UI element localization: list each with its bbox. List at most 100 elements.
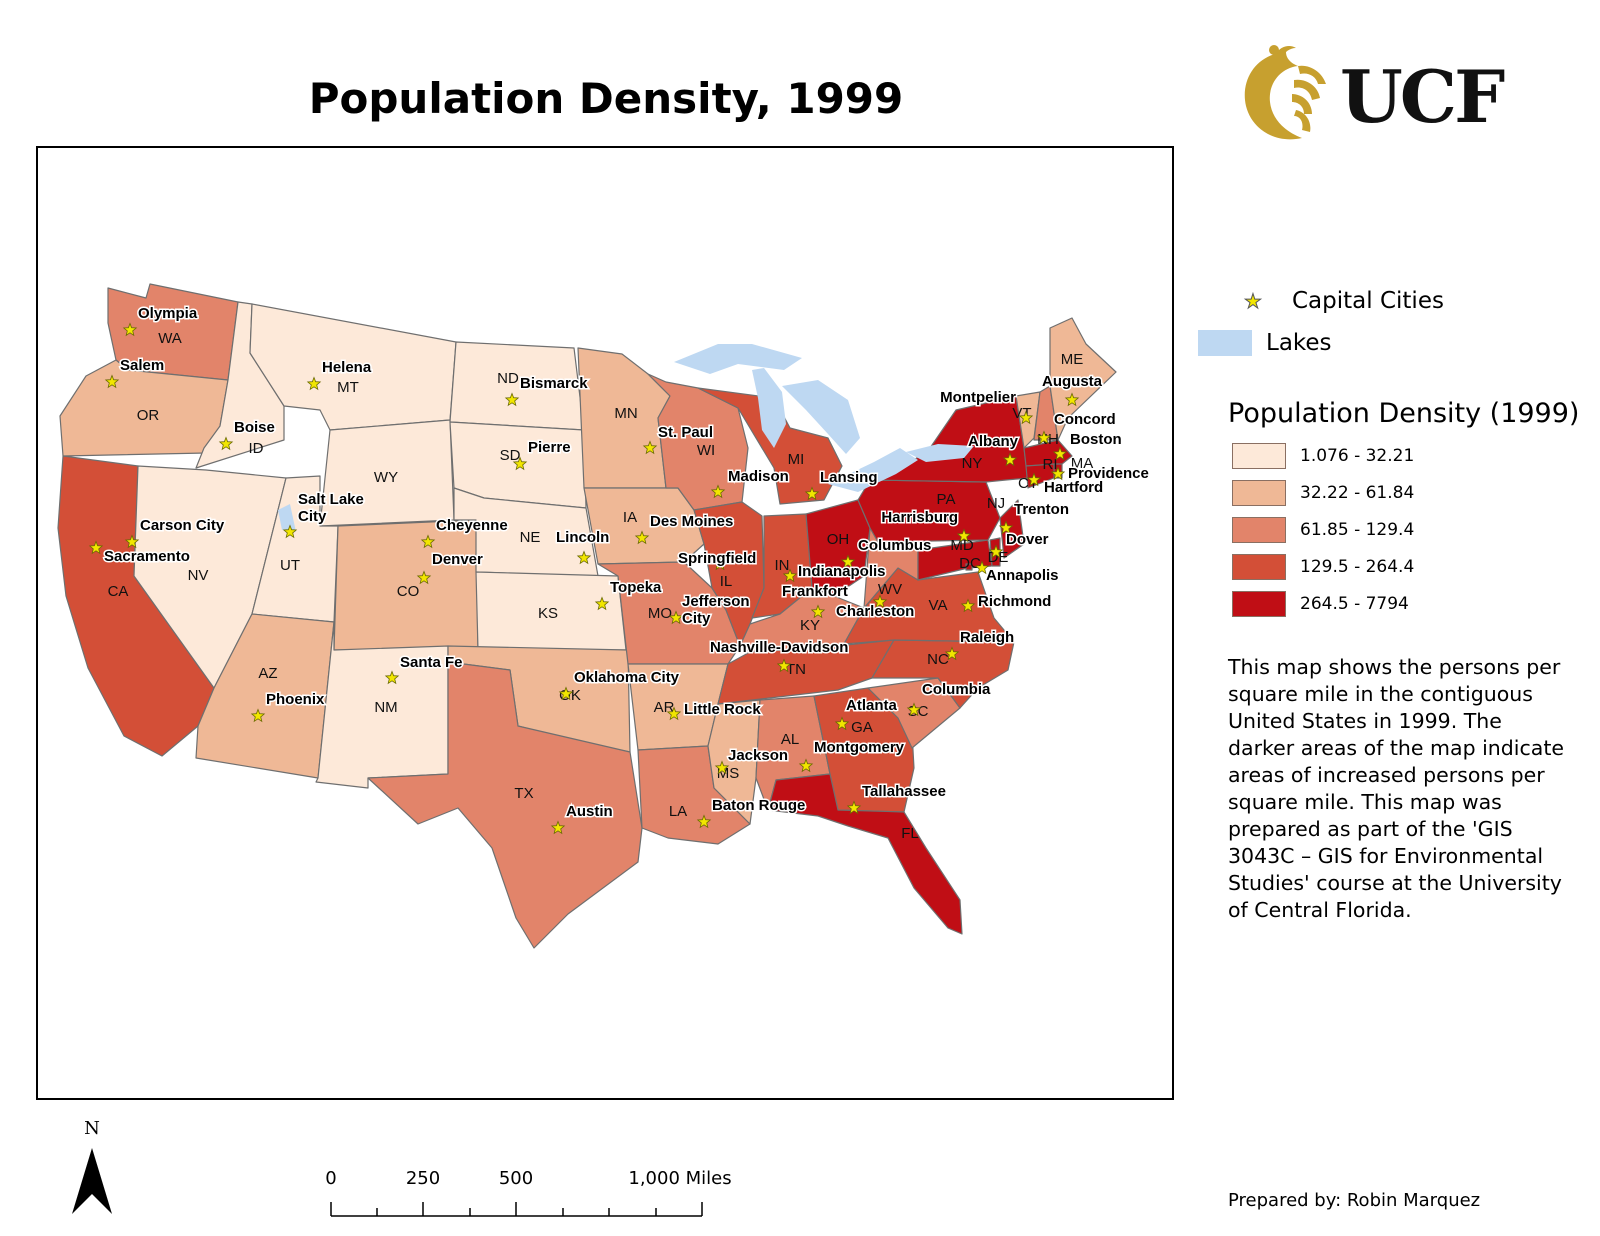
north-arrow: N	[64, 1118, 120, 1214]
state-abbr-la: LA	[669, 803, 687, 820]
state-abbr-mt: MT	[337, 379, 359, 396]
capital-label-harrisburg: Harrisburg	[881, 509, 958, 526]
state-abbr-al: AL	[781, 731, 799, 748]
state-abbr-ky: KY	[800, 617, 820, 634]
capital-star-icon	[666, 706, 682, 721]
state-abbr-ut: UT	[280, 557, 300, 574]
state-abbr-ca: CA	[108, 583, 129, 600]
scale-label: 250	[405, 1168, 441, 1189]
capital-label-jefferson-city: City	[682, 610, 711, 627]
capital-label-bismarck: Bismarck	[520, 375, 588, 392]
legend-capital-label: Capital Cities	[1292, 288, 1444, 314]
capital-label-augusta: Augusta	[1042, 373, 1103, 390]
state-abbr-pa: PA	[937, 491, 956, 508]
capital-label-annapolis: Annapolis	[986, 567, 1059, 584]
state-abbr-mo: MO	[648, 605, 672, 622]
capital-label-oklahoma-city: Oklahoma City	[574, 669, 680, 686]
state-abbr-de: DE	[988, 549, 1009, 566]
legend-class-label: 1.076 - 32.21	[1300, 446, 1415, 466]
legend-lakes-row: Lakes	[1198, 328, 1332, 358]
capital-label-dover: Dover	[1006, 531, 1049, 548]
legend-class-1: 1.076 - 32.21	[1232, 442, 1414, 470]
capital-star-icon	[124, 534, 140, 549]
capital-star-icon	[776, 658, 792, 673]
legend-capital-row: ★ Capital Cities	[1228, 286, 1444, 316]
legend-swatch	[1232, 480, 1286, 506]
capital-label-little-rock: Little Rock	[684, 701, 761, 718]
capital-label-helena: Helena	[322, 359, 372, 376]
ucf-logo: UCF	[1236, 40, 1526, 150]
capital-label-richmond: Richmond	[978, 593, 1051, 610]
state-abbr-sc: SC	[908, 703, 929, 720]
capital-label-indianapolis: Indianapolis	[798, 563, 886, 580]
capital-star-icon	[1036, 430, 1052, 445]
state-abbr-mn: MN	[614, 405, 637, 422]
legend-class-label: 129.5 - 264.4	[1300, 557, 1415, 577]
legend-density-title: Population Density (1999)	[1228, 398, 1580, 429]
capital-star-icon	[998, 520, 1014, 535]
state-abbr-ny: NY	[962, 455, 983, 472]
state-abbr-fl: FL	[901, 825, 919, 842]
state-abbr-ia: IA	[623, 509, 637, 526]
capital-star-icon	[988, 544, 1004, 559]
state-abbr-az: AZ	[258, 665, 277, 682]
map-title: Population Density, 1999	[308, 74, 904, 123]
prepared-by: Prepared by: Robin Marquez	[1228, 1190, 1481, 1211]
capital-star-icon	[782, 568, 798, 583]
capital-star-icon	[834, 716, 850, 731]
capital-star-icon	[416, 570, 432, 585]
capital-label-columbia: Columbia	[922, 681, 991, 698]
capital-star-icon	[846, 800, 862, 815]
state-me	[1049, 317, 1117, 441]
capital-label-jackson: Jackson	[728, 747, 788, 764]
lake-2	[752, 368, 786, 448]
legend-class-label: 61.85 - 129.4	[1300, 520, 1415, 540]
capital-label-montpelier: Montpelier	[940, 389, 1016, 406]
capital-star-icon	[714, 760, 730, 775]
lake-3	[782, 380, 860, 454]
legend-swatch	[1232, 591, 1286, 617]
capital-label-boise: Boise	[234, 419, 275, 436]
state-abbr-wa: WA	[158, 330, 182, 347]
legend-class-5: 264.5 - 7794	[1232, 590, 1409, 618]
capital-label-charleston: Charleston	[836, 603, 914, 620]
capital-star-icon	[974, 560, 990, 575]
capital-label-cheyenne: Cheyenne	[436, 517, 508, 534]
scale-label: 1,000 Miles	[628, 1168, 732, 1189]
state-abbr-nj: NJ	[987, 495, 1005, 512]
capital-star-icon	[250, 708, 266, 723]
us-map: WA OR CA ID NV MT WY UT AZ CO NM ND SD NE KS OK TX MN IA MO…	[57, 283, 1150, 949]
state-abbr-il: IL	[720, 573, 733, 590]
lake-5	[906, 444, 974, 462]
state-abbr-ri: RI	[1043, 456, 1058, 473]
capital-star-icon	[696, 814, 712, 829]
north-arrow-icon	[72, 1148, 112, 1214]
capital-label-lincoln: Lincoln	[556, 529, 609, 546]
capital-star-icon	[576, 550, 592, 565]
state-abbr-ga: GA	[851, 719, 873, 736]
capital-label-phoenix: Phoenix	[266, 691, 325, 708]
state-abbr-nc: NC	[927, 651, 949, 668]
capital-star-icon	[810, 604, 826, 619]
capital-star-icon	[956, 528, 972, 543]
capital-star-icon	[1026, 472, 1042, 487]
capital-star-icon	[282, 524, 298, 539]
capital-star-icon	[104, 374, 120, 389]
capital-label-trenton: Trenton	[1014, 501, 1069, 518]
capital-star-icon	[306, 376, 322, 391]
legend-class-label: 32.22 - 61.84	[1300, 483, 1415, 503]
capital-label-salt-lake-city: Salt Lake	[298, 491, 364, 508]
state-abbr-nm: NM	[374, 699, 397, 716]
state-dc	[965, 563, 973, 571]
lake-1	[674, 344, 802, 374]
lake-6	[278, 504, 296, 532]
capital-label-atlanta: Atlanta	[846, 697, 897, 714]
capital-label-albany: Albany	[968, 433, 1019, 450]
map-description: This map shows the persons per square mi…	[1228, 655, 1564, 922]
capital-label-frankfort: Frankfort	[782, 583, 848, 600]
capital-star-icon	[122, 322, 138, 337]
state-abbr-nd: ND	[497, 370, 519, 387]
capital-star-icon	[634, 530, 650, 545]
capital-label-montgomery: Montgomery	[814, 739, 905, 756]
capital-label-providence: Providence	[1068, 465, 1149, 482]
